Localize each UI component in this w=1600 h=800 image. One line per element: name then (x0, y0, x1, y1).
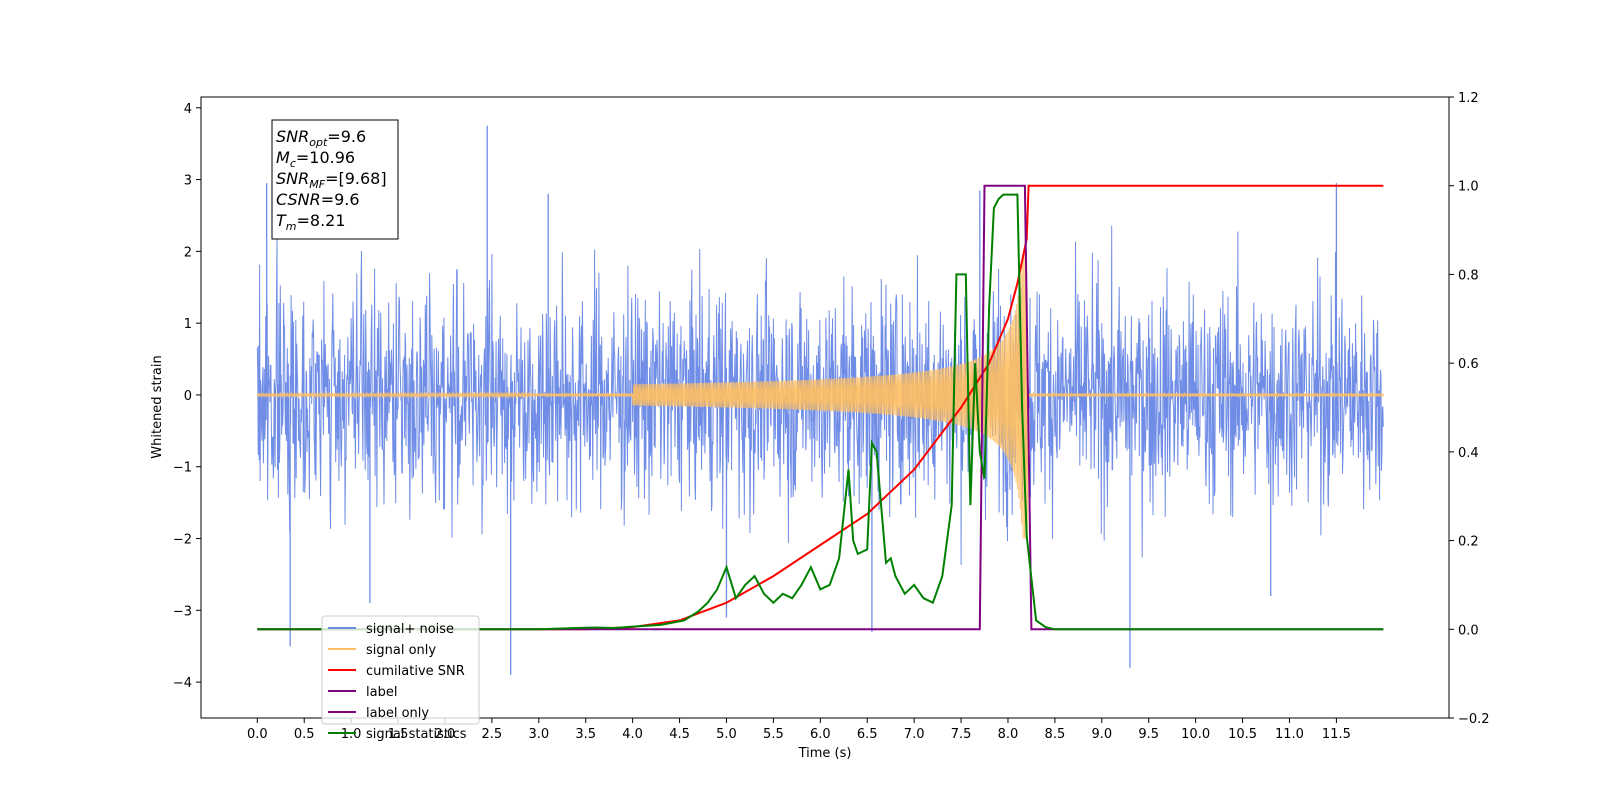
y-right-tick-label: 1.0 (1458, 180, 1479, 195)
info-box-frame (271, 119, 399, 240)
x-tick-label: 9.0 (1091, 727, 1112, 742)
x-tick-label: 11.5 (1322, 727, 1351, 742)
x-tick-label: 9.5 (1138, 727, 1159, 742)
legend-label: cumilative SNR (366, 664, 465, 679)
x-tick-label: 5.0 (716, 727, 737, 742)
x-tick-label: 8.0 (998, 727, 1019, 742)
y-left-tick-label: 0 (184, 389, 192, 404)
y-left-tick-label: −2 (173, 533, 192, 548)
y-axis-right: 1.2 1.0 0.8 0.6 0.4 0.2 0.0 −0.2 (1449, 91, 1490, 727)
series-signal-statistics (257, 193, 1384, 631)
x-tick-label: 0.0 (247, 727, 268, 742)
x-tick-label: 2.5 (482, 727, 503, 742)
y-right-tick-label: 0.0 (1458, 623, 1479, 638)
y-left-tick-label: 2 (184, 245, 192, 260)
series-cumilative-snr (257, 184, 1384, 631)
x-tick-label: 3.0 (528, 727, 549, 742)
y-right-tick-label: 0.2 (1458, 535, 1479, 550)
legend-frame (321, 615, 480, 725)
legend-label: signal only (366, 643, 436, 658)
x-tick-label: 7.0 (904, 727, 925, 742)
info-box-line: SNRMF=[9.68] (276, 169, 387, 191)
x-axis-label: Time (s) (798, 746, 852, 761)
y-right-tick-label: 0.8 (1458, 268, 1479, 283)
legend: signal+ noise signal only cumilative SNR la… (321, 615, 480, 742)
x-axis: 0.0 0.5 1.0 1.5 2.0 2.5 3.0 3.5 4.0 4.5 5.0 5.5 6.0 6… (247, 718, 1351, 742)
y-left-tick-label: −1 (173, 461, 192, 476)
y-right-tick-label: −0.2 (1458, 712, 1490, 727)
info-box-line: Mc=10.96 (276, 148, 355, 170)
x-tick-label: 10.0 (1181, 727, 1210, 742)
series-signal-only (256, 251, 1384, 539)
legend-label: label (366, 685, 397, 700)
x-tick-label: 1.5 (388, 727, 409, 742)
legend-label: signal+ noise (366, 622, 454, 637)
plot-frame (200, 96, 1450, 719)
y-right-tick-label: 0.4 (1458, 446, 1479, 461)
info-box-line: SNRopt=9.6 (276, 127, 366, 149)
y-axis-label: Whitened strain (150, 355, 165, 458)
x-tick-label: 6.5 (857, 727, 878, 742)
legend-label: label only (366, 706, 429, 721)
x-tick-label: 4.5 (669, 727, 690, 742)
y-left-tick-label: −4 (173, 676, 192, 691)
x-tick-label: 2.0 (435, 727, 456, 742)
x-tick-label: 6.0 (810, 727, 831, 742)
info-box-line: CSNR=9.6 (276, 190, 360, 209)
x-tick-label: 7.5 (951, 727, 972, 742)
y-left-tick-label: 1 (184, 317, 192, 332)
x-tick-label: 8.5 (1045, 727, 1066, 742)
plot-area (256, 125, 1384, 675)
y-left-tick-label: 3 (184, 174, 192, 189)
y-right-tick-label: 0.6 (1458, 357, 1479, 372)
x-tick-label: 5.5 (763, 727, 784, 742)
x-tick-label: 0.5 (294, 727, 315, 742)
y-right-tick-label: 1.2 (1458, 91, 1479, 106)
x-tick-label: 4.0 (622, 727, 643, 742)
y-axis-left: 4 3 2 1 0 −1 −2 −3 −4 (173, 102, 201, 691)
x-tick-label: 1.0 (341, 727, 362, 742)
y-left-tick-label: 4 (184, 102, 192, 117)
x-tick-label: 10.5 (1228, 727, 1257, 742)
legend-label: signal statistics (366, 727, 467, 742)
x-tick-label: 11.0 (1275, 727, 1304, 742)
info-box-line: Tm=8.21 (276, 211, 346, 233)
x-tick-label: 3.5 (575, 727, 596, 742)
y-left-tick-label: −3 (173, 604, 192, 619)
